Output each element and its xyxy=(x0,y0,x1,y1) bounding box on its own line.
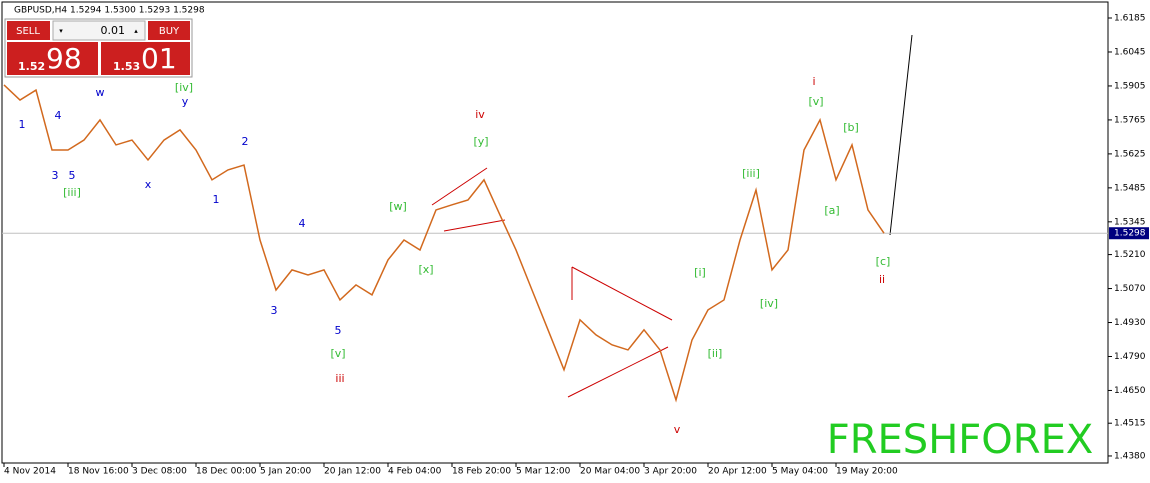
wave-label: [iv] xyxy=(760,297,778,310)
triangles xyxy=(431,167,673,398)
watermark: FRESHFOREX xyxy=(827,417,1094,463)
lot-input[interactable] xyxy=(52,20,146,41)
x-tick-label: 20 Apr 12:00 xyxy=(708,467,767,477)
y-tick-label: 1.6185 xyxy=(1114,14,1146,24)
wave-label: [v] xyxy=(808,95,823,108)
y-tick-label: 1.5210 xyxy=(1114,250,1146,260)
y-tick-label: 1.4380 xyxy=(1114,451,1146,461)
lot-value: 0.01 xyxy=(101,24,126,37)
wave-label: [b] xyxy=(843,121,859,134)
wave-label: [w] xyxy=(389,200,407,213)
wave-label: 5 xyxy=(69,169,76,182)
pattern-line xyxy=(431,167,488,206)
wave-label: [i] xyxy=(694,266,706,279)
buy-label: BUY xyxy=(159,26,180,37)
x-tick-label: 18 Dec 00:00 xyxy=(196,467,257,477)
forecast-line xyxy=(889,34,913,236)
wave-label: w xyxy=(96,86,105,99)
ask-small: 1.53 xyxy=(113,60,140,73)
price-line-series xyxy=(3,84,885,403)
x-tick-label: 5 Mar 12:00 xyxy=(516,467,571,477)
x-tick-label: 19 May 20:00 xyxy=(836,467,898,477)
sell-button[interactable] xyxy=(7,21,50,40)
wave-label: [iv] xyxy=(175,81,193,94)
wave-label: [ii] xyxy=(708,347,723,360)
wave-label: [c] xyxy=(876,255,891,268)
lot-up: ▴ xyxy=(134,27,138,35)
y-tick-label: 1.5905 xyxy=(1114,81,1146,91)
wave-label: i xyxy=(812,75,815,88)
x-tick-label: 20 Mar 04:00 xyxy=(580,467,640,477)
y-tick-label: 1.5070 xyxy=(1114,284,1146,294)
x-tick-label: 4 Feb 04:00 xyxy=(388,467,442,477)
wave-label: [a] xyxy=(824,204,839,217)
wave-label: 1 xyxy=(213,193,220,206)
wave-label: 4 xyxy=(55,109,62,122)
wave-label: 1 xyxy=(19,118,26,131)
wave-label: y xyxy=(182,95,189,108)
bid-big: 98 xyxy=(46,42,82,75)
chart-title: GBPUSD,H4 1.5294 1.5300 1.5293 1.5298 xyxy=(14,6,205,16)
wave-label: [v] xyxy=(330,347,345,360)
wave-label: ii xyxy=(879,273,885,286)
y-tick-label: 1.4930 xyxy=(1114,318,1146,328)
wave-label: v xyxy=(674,423,681,436)
x-tick-label: 18 Nov 16:00 xyxy=(68,467,129,477)
wave-label: [x] xyxy=(418,263,433,276)
ask-box[interactable] xyxy=(101,42,190,75)
pattern-line xyxy=(571,266,673,321)
y-tick-label: 1.4515 xyxy=(1114,419,1146,429)
x-tick-label: 18 Feb 20:00 xyxy=(452,467,511,477)
wave-label: 2 xyxy=(242,135,249,148)
wave-label: iv xyxy=(475,108,485,121)
ask-big: 01 xyxy=(141,42,177,75)
y-tick-label: 1.4650 xyxy=(1114,386,1146,396)
bid-small: 1.52 xyxy=(18,60,45,73)
wave-label: iii xyxy=(335,372,344,385)
wave-label: 3 xyxy=(52,169,59,182)
y-tick-label: 1.5345 xyxy=(1114,217,1146,227)
wave-label: 3 xyxy=(271,304,278,317)
price-tag xyxy=(1109,227,1149,240)
trade-panel: SELL ▾ ▴ 0.01 BUY 1.52 98 1.53 01 xyxy=(4,18,193,78)
plot-frame xyxy=(1,1,1109,464)
pattern-line xyxy=(567,346,669,398)
price-tag-label: 1.5298 xyxy=(1114,229,1146,239)
bid-box[interactable] xyxy=(7,42,98,75)
x-tick-label: 3 Dec 08:00 xyxy=(132,467,187,477)
y-tick-label: 1.5765 xyxy=(1114,115,1146,125)
lot-down: ▾ xyxy=(59,27,63,35)
y-tick-label: 1.4790 xyxy=(1114,352,1146,362)
pattern-line xyxy=(443,219,506,232)
wave-label: 4 xyxy=(299,217,306,230)
x-tick-label: 4 Nov 2014 xyxy=(4,467,56,477)
buy-button[interactable] xyxy=(148,21,190,40)
y-tick-label: 1.5485 xyxy=(1114,183,1146,193)
wave-label: 5 xyxy=(335,324,342,337)
y-tick-label: 1.6045 xyxy=(1114,47,1146,57)
wave-label: [iii] xyxy=(742,167,760,180)
wave-label: [iii] xyxy=(63,186,81,199)
x-tick-label: 5 Jan 20:00 xyxy=(260,467,312,477)
x-tick-label: 20 Jan 12:00 xyxy=(324,467,381,477)
sell-label: SELL xyxy=(16,26,40,37)
y-tick-label: 1.5625 xyxy=(1114,149,1146,159)
wave-label: [y] xyxy=(473,135,488,148)
x-tick-label: 3 Apr 20:00 xyxy=(644,467,697,477)
x-tick-label: 5 May 04:00 xyxy=(772,467,828,477)
wave-label: x xyxy=(145,178,152,191)
